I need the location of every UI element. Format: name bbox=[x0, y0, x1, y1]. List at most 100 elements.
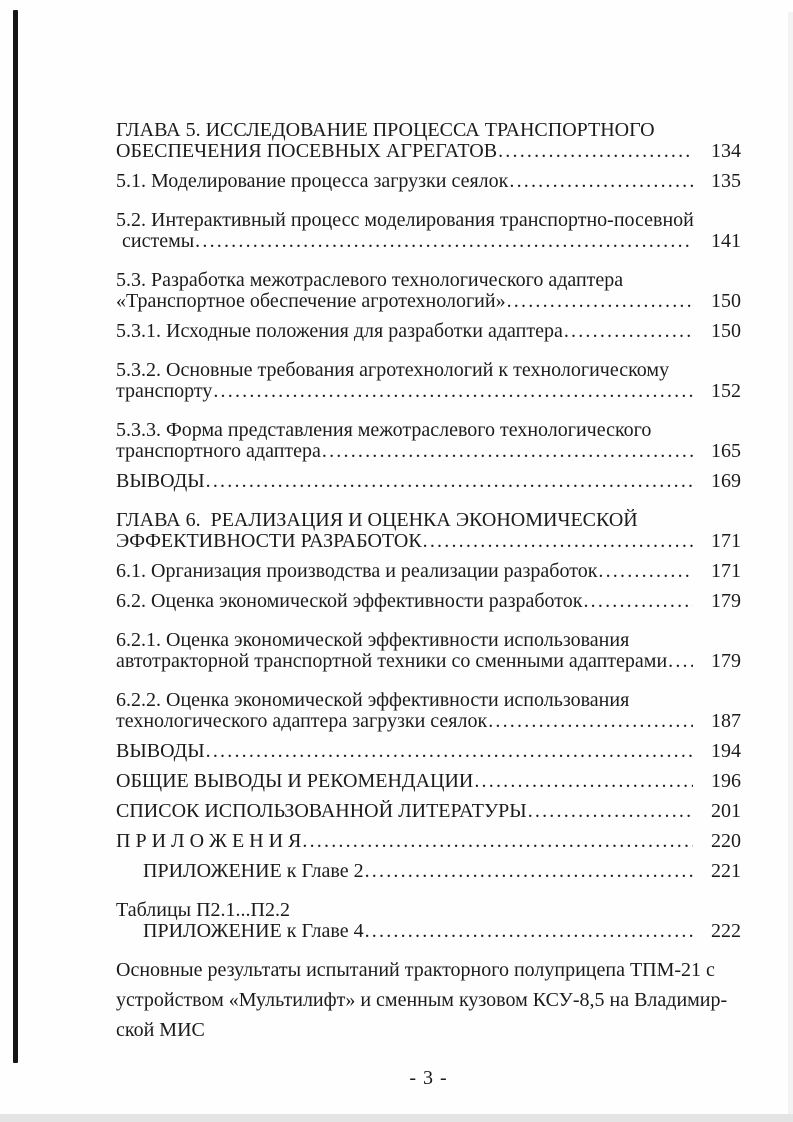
scan-bottom-edge-artifact bbox=[0, 1114, 793, 1122]
toc-line: Таблицы П2.1...П2.2 bbox=[116, 886, 741, 921]
toc-line: ВЫВОДЫ 194 bbox=[116, 736, 741, 766]
dotted-leader bbox=[528, 796, 693, 826]
toc-entry-text: Таблицы П2.1...П2.2 bbox=[116, 899, 290, 921]
dotted-leader bbox=[668, 646, 693, 676]
toc-line: ВЫВОДЫ 169 bbox=[116, 466, 741, 496]
toc-line: «Транспортное обеспечение агротехнологий… bbox=[116, 286, 741, 316]
toc-line: Основные результаты испытаний тракторног… bbox=[116, 946, 741, 981]
toc-entry-text: ОБЩИЕ ВЫВОДЫ И РЕКОМЕНДАЦИИ bbox=[116, 770, 474, 792]
toc-page-number: 222 bbox=[711, 920, 741, 942]
toc-line: 6.2.1. Оценка экономической эффективност… bbox=[116, 616, 741, 651]
toc-line: ПРИЛОЖЕНИЕ к Главе 2 221 bbox=[116, 856, 741, 886]
toc-entry-text: автотракторной транспортной техники со с… bbox=[116, 650, 668, 672]
dotted-leader bbox=[639, 496, 693, 526]
toc-page-number: 220 bbox=[711, 830, 741, 852]
toc-line: автотракторной транспортной техники со с… bbox=[116, 646, 741, 676]
toc-entry-text: ЭФФЕКТИВНОСТИ РАЗРАБОТОК bbox=[116, 530, 422, 552]
toc-entry-text: 6.1. Организация производства и реализац… bbox=[116, 560, 598, 582]
dotted-leader bbox=[474, 766, 693, 796]
toc-page-number: 196 bbox=[711, 770, 741, 792]
toc-entry-text: П Р И Л О Ж Е Н И Я bbox=[116, 830, 302, 852]
toc-page-number: 141 bbox=[711, 230, 741, 252]
toc-line: ГЛАВА 6. РЕАЛИЗАЦИЯ И ОЦЕНКА ЭКОНОМИЧЕСК… bbox=[116, 496, 741, 531]
toc-line: ской МИС bbox=[116, 1006, 741, 1041]
dotted-leader bbox=[509, 166, 693, 196]
toc-line: 5.3.1. Исходные положения для разработки… bbox=[116, 316, 741, 346]
dotted-leader bbox=[322, 436, 693, 466]
dotted-leader bbox=[598, 556, 693, 586]
dotted-leader bbox=[488, 706, 693, 736]
scan-left-edge-artifact bbox=[13, 10, 18, 1063]
dotted-leader bbox=[302, 826, 693, 856]
toc-line: 5.3. Разработка межотраслевого технологи… bbox=[116, 256, 741, 291]
dotted-leader bbox=[564, 316, 693, 346]
toc-page-number: 150 bbox=[711, 320, 741, 342]
dotted-leader bbox=[583, 586, 693, 616]
table-of-contents: ГЛАВА 5. ИССЛЕДОВАНИЕ ПРОЦЕССА ТРАНСПОРТ… bbox=[116, 106, 741, 1041]
toc-page-number: 201 bbox=[711, 800, 741, 822]
dotted-leader bbox=[630, 616, 693, 646]
dotted-leader bbox=[498, 136, 693, 166]
dotted-leader bbox=[624, 256, 693, 286]
toc-page-number: 169 bbox=[711, 470, 741, 492]
toc-line: ЭФФЕКТИВНОСТИ РАЗРАБОТОК 171 bbox=[116, 526, 741, 556]
toc-entry-text: 6.2. Оценка экономической эффективности … bbox=[116, 590, 583, 612]
toc-line: системы 141 bbox=[116, 226, 741, 256]
toc-line: технологического адаптера загрузки сеяло… bbox=[116, 706, 741, 736]
toc-page-number: 171 bbox=[711, 530, 741, 552]
toc-line: ГЛАВА 5. ИССЛЕДОВАНИЕ ПРОЦЕССА ТРАНСПОРТ… bbox=[116, 106, 741, 141]
toc-entry-text: Основные результаты испытаний тракторног… bbox=[116, 959, 715, 981]
toc-entry-text: СПИСОК ИСПОЛЬЗОВАННОЙ ЛИТЕРАТУРЫ bbox=[116, 800, 527, 822]
toc-entry-text: ВЫВОДЫ bbox=[116, 470, 205, 492]
toc-page-number: 150 bbox=[711, 290, 741, 312]
toc-line: ОБЕСПЕЧЕНИЯ ПОСЕВНЫХ АГРЕГАТОВ 134 bbox=[116, 136, 741, 166]
toc-line: 5.3.3. Форма представления межотраслевог… bbox=[116, 406, 741, 441]
toc-entry-text: «Транспортное обеспечение агротехнологий… bbox=[116, 290, 506, 312]
scan-right-edge-artifact bbox=[788, 12, 793, 1114]
toc-entry-text: транспорту bbox=[116, 380, 213, 402]
toc-line: 6.1. Организация производства и реализац… bbox=[116, 556, 741, 586]
toc-page-number: 179 bbox=[711, 650, 741, 672]
dotted-leader bbox=[507, 286, 693, 316]
toc-entry-text: 5.3. Разработка межотраслевого технологи… bbox=[116, 269, 624, 291]
toc-line: 5.3.2. Основные требования агротехнологи… bbox=[116, 346, 741, 381]
dotted-leader bbox=[365, 856, 693, 886]
toc-page-number: 194 bbox=[711, 740, 741, 762]
toc-page-number: 179 bbox=[711, 590, 741, 612]
toc-entry-text: технологического адаптера загрузки сеяло… bbox=[116, 710, 488, 732]
dotted-leader bbox=[652, 406, 693, 436]
dotted-leader bbox=[291, 886, 693, 916]
toc-page-number: 135 bbox=[711, 170, 741, 192]
toc-line: 5.2. Интерактивный процесс моделирования… bbox=[116, 196, 741, 231]
toc-line: ПРИЛОЖЕНИЕ к Главе 4 222 bbox=[116, 916, 741, 946]
dotted-leader bbox=[656, 106, 693, 136]
dotted-leader bbox=[206, 1006, 693, 1036]
toc-entry-text: ской МИС bbox=[116, 1019, 205, 1041]
toc-page-number: 165 bbox=[711, 440, 741, 462]
dotted-leader bbox=[206, 736, 693, 766]
toc-line: 6.2.2. Оценка экономической эффективност… bbox=[116, 676, 741, 711]
footer-page-number: - 3 - bbox=[409, 1067, 448, 1089]
dotted-leader bbox=[365, 916, 693, 946]
toc-entry-text: устройством «Мультилифт» и сменным кузов… bbox=[116, 989, 728, 1011]
toc-page-number: 134 bbox=[711, 140, 741, 162]
toc-line: устройством «Мультилифт» и сменным кузов… bbox=[116, 976, 741, 1011]
dotted-leader bbox=[630, 676, 693, 706]
toc-entry-text: транспортного адаптера bbox=[116, 440, 321, 462]
toc-line: 6.2. Оценка экономической эффективности … bbox=[116, 586, 741, 616]
toc-entry-text: системы bbox=[122, 230, 195, 252]
toc-line: транспортного адаптера 165 bbox=[116, 436, 741, 466]
toc-entry-text: 6.2.1. Оценка экономической эффективност… bbox=[116, 629, 630, 651]
toc-entry-text: ПРИЛОЖЕНИЕ к Главе 2 bbox=[143, 860, 364, 882]
toc-entry-text: 5.1. Моделирование процесса загрузки сея… bbox=[116, 170, 509, 192]
toc-line: П Р И Л О Ж Е Н И Я 220 bbox=[116, 826, 741, 856]
toc-entry-text: ОБЕСПЕЧЕНИЯ ПОСЕВНЫХ АГРЕГАТОВ bbox=[116, 140, 498, 162]
toc-entry-text: 5.3.1. Исходные положения для разработки… bbox=[116, 320, 563, 342]
toc-line: 5.1. Моделирование процесса загрузки сея… bbox=[116, 166, 741, 196]
toc-line: транспорту 152 bbox=[116, 376, 741, 406]
dotted-leader bbox=[195, 226, 693, 256]
toc-page-number: 171 bbox=[711, 560, 741, 582]
toc-line: ОБЩИЕ ВЫВОДЫ И РЕКОМЕНДАЦИИ 196 bbox=[116, 766, 741, 796]
toc-line: СПИСОК ИСПОЛЬЗОВАННОЙ ЛИТЕРАТУРЫ 201 bbox=[116, 796, 741, 826]
dotted-leader bbox=[670, 346, 693, 376]
